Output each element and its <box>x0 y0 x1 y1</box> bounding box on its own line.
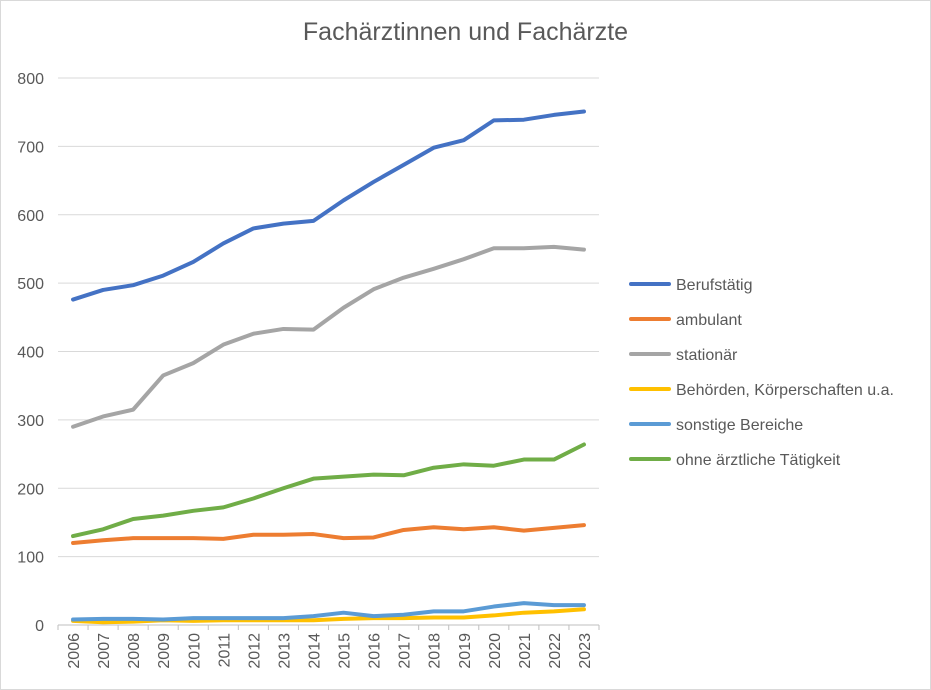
x-tick-label: 2006 <box>66 633 83 669</box>
x-tick-label: 2016 <box>367 633 384 669</box>
x-tick-label: 2022 <box>547 633 564 669</box>
x-tick-label: 2020 <box>487 633 504 669</box>
y-tick-label: 600 <box>17 208 44 225</box>
x-tick-label: 2009 <box>156 633 173 669</box>
legend-label: Berufstätig <box>676 277 752 294</box>
series-line-4 <box>71 601 586 622</box>
x-tick-label: 2014 <box>306 633 323 669</box>
y-tick-label: 400 <box>17 345 44 362</box>
y-tick-label: 800 <box>17 71 44 88</box>
x-tick-label: 2023 <box>577 633 594 669</box>
x-tick-label: 2011 <box>216 633 233 668</box>
legend-label: sonstige Bereiche <box>676 417 803 434</box>
series-line-5 <box>71 442 586 539</box>
x-tick-label: 2013 <box>276 633 293 669</box>
legend-label: stationär <box>676 347 738 364</box>
y-axis-ticks: 0 100 200 300 400 500 600 700 800 <box>17 71 44 635</box>
legend-label: ohne ärztliche Tätigkeit <box>676 452 841 469</box>
x-tick-label: 2012 <box>246 633 263 669</box>
x-tick-label: 2021 <box>517 633 534 669</box>
y-tick-label: 300 <box>17 413 44 430</box>
x-axis-ticks: 2006 2007 2008 2009 2010 2011 2012 2013 2014 2015… <box>66 633 594 669</box>
x-tick-label: 2007 <box>96 633 113 669</box>
series-line-0 <box>71 109 586 302</box>
x-tick-label: 2019 <box>457 633 474 669</box>
y-tick-label: 500 <box>17 276 44 293</box>
legend-label: ambulant <box>676 312 742 329</box>
y-tick-label: 0 <box>35 618 44 635</box>
y-tick-label: 200 <box>17 481 44 498</box>
x-tick-label: 2010 <box>186 633 203 669</box>
y-tick-label: 100 <box>17 550 44 567</box>
legend: Berufstätig ambulant stationär Behörden, Kö… <box>629 277 894 469</box>
y-tick-label: 700 <box>17 139 44 156</box>
chart-title: Fachärztinnen und Fachärzte <box>302 18 629 46</box>
series-lines <box>71 109 586 625</box>
x-tick-label: 2017 <box>397 633 414 669</box>
gridlines <box>57 77 600 630</box>
series-line-1 <box>71 523 586 545</box>
x-tick-label: 2018 <box>427 633 444 669</box>
series-line-2 <box>71 244 586 429</box>
x-tick-label: 2008 <box>126 633 143 669</box>
legend-label: Behörden, Körperschaften u.a. <box>676 382 894 399</box>
x-tick-label: 2015 <box>337 633 354 669</box>
